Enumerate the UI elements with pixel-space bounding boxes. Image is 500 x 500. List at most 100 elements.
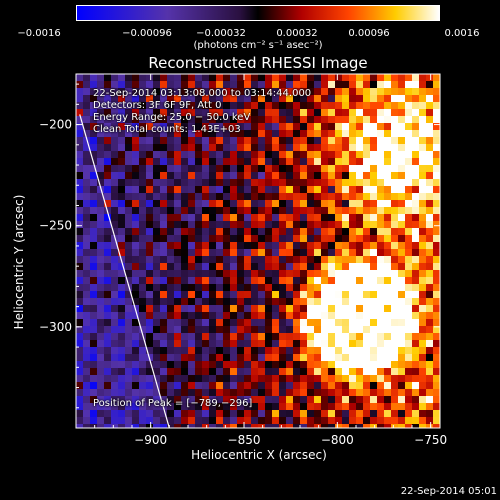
heatmap-cell bbox=[118, 123, 126, 131]
heatmap-cell bbox=[314, 179, 322, 187]
heatmap-cell bbox=[244, 249, 252, 257]
heatmap-cell bbox=[244, 361, 252, 369]
heatmap-cell bbox=[286, 403, 294, 411]
heatmap-cell bbox=[195, 298, 203, 306]
heatmap-cell bbox=[258, 368, 266, 376]
heatmap-cell bbox=[216, 235, 224, 243]
heatmap-cell bbox=[244, 193, 252, 201]
heatmap-cell bbox=[230, 193, 238, 201]
heatmap-cell bbox=[342, 424, 350, 428]
heatmap-cell bbox=[195, 95, 203, 103]
heatmap-cell bbox=[342, 312, 350, 320]
heatmap-cell bbox=[118, 375, 126, 383]
heatmap-cell bbox=[405, 88, 413, 96]
heatmap-cell bbox=[342, 277, 350, 285]
heatmap-cell bbox=[356, 144, 364, 152]
heatmap-cell bbox=[342, 417, 350, 425]
heatmap-cell bbox=[202, 284, 210, 292]
heatmap-cell bbox=[384, 102, 392, 110]
heatmap-cell bbox=[314, 312, 322, 320]
heatmap-cell bbox=[349, 389, 357, 397]
heatmap-cell bbox=[377, 158, 385, 166]
heatmap-cell bbox=[335, 312, 343, 320]
heatmap-cell bbox=[104, 221, 112, 229]
heatmap-cell bbox=[83, 123, 91, 131]
heatmap-cell bbox=[391, 130, 399, 138]
heatmap-cell bbox=[188, 361, 196, 369]
heatmap-cell bbox=[230, 417, 238, 425]
heatmap-cell bbox=[300, 221, 308, 229]
heatmap-cell bbox=[363, 291, 371, 299]
heatmap-cell bbox=[160, 410, 168, 418]
heatmap-cell bbox=[216, 95, 224, 103]
heatmap-cell bbox=[188, 193, 196, 201]
heatmap-cell bbox=[258, 375, 266, 383]
heatmap-cell bbox=[97, 277, 105, 285]
heatmap-cell bbox=[216, 144, 224, 152]
heatmap-cell bbox=[104, 102, 112, 110]
heatmap-cell bbox=[237, 256, 245, 264]
heatmap-cell bbox=[426, 263, 434, 271]
heatmap-cell bbox=[405, 200, 413, 208]
heatmap-cell bbox=[153, 88, 161, 96]
heatmap-cell bbox=[363, 403, 371, 411]
heatmap-cell bbox=[251, 228, 259, 236]
heatmap-cell bbox=[426, 333, 434, 341]
heatmap-cell bbox=[125, 263, 133, 271]
heatmap-cell bbox=[181, 193, 189, 201]
heatmap-cell bbox=[377, 144, 385, 152]
heatmap-cell bbox=[230, 382, 238, 390]
heatmap-cell bbox=[104, 200, 112, 208]
heatmap-cell bbox=[293, 298, 301, 306]
heatmap-cell bbox=[293, 137, 301, 145]
heatmap-cell bbox=[377, 137, 385, 145]
heatmap-cell bbox=[153, 193, 161, 201]
heatmap-cell bbox=[167, 396, 175, 404]
heatmap-cell bbox=[384, 417, 392, 425]
heatmap-cell bbox=[132, 389, 140, 397]
heatmap-cell bbox=[328, 74, 336, 82]
heatmap-cell bbox=[195, 158, 203, 166]
heatmap-cell bbox=[97, 102, 105, 110]
heatmap-cell bbox=[230, 242, 238, 250]
heatmap-cell bbox=[377, 396, 385, 404]
heatmap-cell bbox=[433, 333, 440, 341]
heatmap-cell bbox=[111, 137, 119, 145]
heatmap-cell bbox=[398, 130, 406, 138]
heatmap-cell bbox=[286, 144, 294, 152]
heatmap-cell bbox=[188, 207, 196, 215]
heatmap-cell bbox=[244, 165, 252, 173]
heatmap-cell bbox=[160, 207, 168, 215]
heatmap-cell bbox=[146, 403, 154, 411]
heatmap-cell bbox=[132, 424, 140, 428]
heatmap-cell bbox=[279, 319, 287, 327]
heatmap-cell bbox=[377, 340, 385, 348]
heatmap-cell bbox=[300, 291, 308, 299]
heatmap-cell bbox=[167, 305, 175, 313]
heatmap-cell bbox=[167, 361, 175, 369]
heatmap-cell bbox=[307, 242, 315, 250]
heatmap-cell bbox=[139, 179, 147, 187]
heatmap-cell bbox=[286, 95, 294, 103]
heatmap-cell bbox=[111, 88, 119, 96]
heatmap-cell bbox=[181, 284, 189, 292]
heatmap-cell bbox=[181, 368, 189, 376]
heatmap-cell bbox=[76, 340, 84, 348]
heatmap-cell bbox=[209, 214, 217, 222]
heatmap-cell bbox=[279, 102, 287, 110]
heatmap-cell bbox=[223, 340, 231, 348]
heatmap-cell bbox=[230, 291, 238, 299]
heatmap-cell bbox=[433, 200, 440, 208]
heatmap-cell bbox=[328, 340, 336, 348]
heatmap-cell bbox=[118, 137, 126, 145]
heatmap-cell bbox=[426, 116, 434, 124]
x-axis: −900 −850 −800 −750 bbox=[94, 74, 447, 447]
heatmap-cell bbox=[104, 144, 112, 152]
heatmap-cell bbox=[307, 235, 315, 243]
heatmap-cell bbox=[370, 123, 378, 131]
heatmap-cell bbox=[384, 270, 392, 278]
heatmap-cell bbox=[160, 214, 168, 222]
heatmap-cell bbox=[265, 130, 273, 138]
heatmap-cell bbox=[398, 74, 406, 82]
heatmap-cell bbox=[125, 95, 133, 103]
